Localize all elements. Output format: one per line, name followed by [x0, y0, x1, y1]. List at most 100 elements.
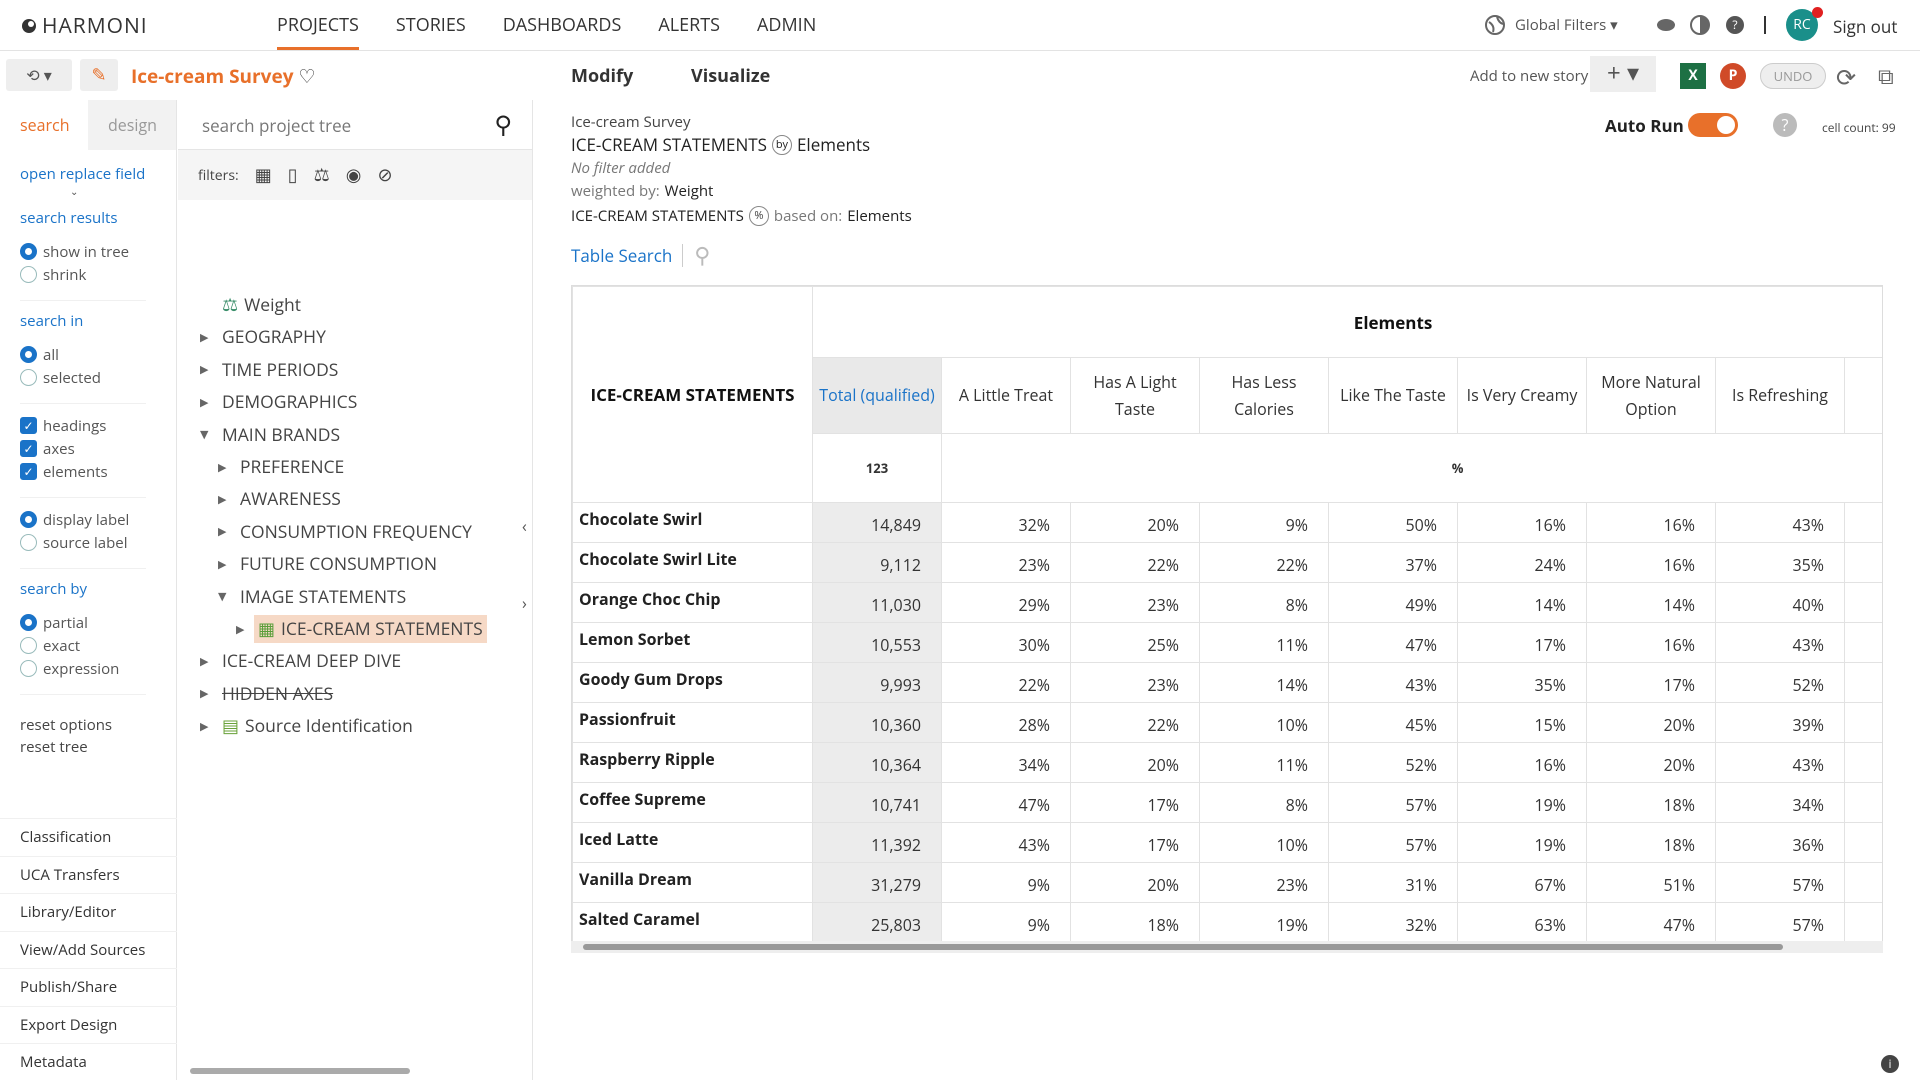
- tree-node[interactable]: ▶ ▦ ICE-CREAM STATEMENTS: [236, 615, 487, 643]
- menu-link[interactable]: View/Add Sources: [0, 930, 177, 969]
- filter-icon[interactable]: ▯: [287, 163, 298, 187]
- node-content: CONSUMPTION FREQUENCY: [236, 518, 476, 546]
- project-name[interactable]: Ice-cream Survey ♡: [131, 63, 316, 89]
- tree-node[interactable]: ▶ DEMOGRAPHICS: [200, 388, 361, 416]
- tree-node[interactable]: ▶ PREFERENCE: [218, 453, 348, 481]
- column-header[interactable]: A Little Treat: [941, 357, 1071, 434]
- tree-node[interactable]: ▶ FUTURE CONSUMPTION: [218, 550, 441, 578]
- filter-icon[interactable]: ⚖: [313, 163, 330, 187]
- panel-tab[interactable]: search: [0, 100, 88, 150]
- tree-node[interactable]: ▶ GEOGRAPHY: [200, 323, 330, 351]
- tree-node[interactable]: ▶ AWARENESS: [218, 485, 345, 513]
- auto-run-toggle[interactable]: [1688, 113, 1738, 137]
- favorite-icon[interactable]: ♡: [298, 63, 316, 89]
- row-label: Goody Gum Drops: [572, 662, 813, 703]
- option[interactable]: all: [20, 343, 146, 366]
- globe-icon[interactable]: [1484, 14, 1506, 36]
- value-cell: 11%: [1199, 742, 1329, 783]
- option[interactable]: show in tree: [20, 240, 146, 263]
- table-search-link[interactable]: Table Search: [571, 243, 684, 267]
- nav-item[interactable]: ALERTS: [658, 13, 721, 37]
- option[interactable]: shrink: [20, 263, 146, 286]
- option[interactable]: ✓ elements: [20, 460, 146, 483]
- option[interactable]: exact: [20, 634, 146, 657]
- nav-item[interactable]: DASHBOARDS: [502, 13, 622, 37]
- tree-search[interactable]: search project tree ⚲: [178, 100, 532, 150]
- menu-link[interactable]: UCA Transfers: [0, 855, 177, 894]
- search-icon[interactable]: ⚲: [494, 108, 512, 141]
- undo-button[interactable]: UNDO: [1760, 63, 1826, 89]
- excel-icon[interactable]: X: [1680, 63, 1706, 89]
- info-icon[interactable]: i: [1881, 1055, 1899, 1073]
- column-header[interactable]: Is Very Creamy: [1457, 357, 1587, 434]
- column-header[interactable]: Has Less Calories: [1199, 357, 1329, 434]
- option[interactable]: selected: [20, 366, 146, 389]
- value-cell: 50%: [1328, 502, 1458, 543]
- option[interactable]: source label: [20, 531, 146, 554]
- tree-node[interactable]: ▶ ▤ Source Identification: [200, 712, 417, 740]
- collapse-arrow[interactable]: ‹: [522, 515, 527, 537]
- node-content: IMAGE STATEMENTS: [236, 583, 410, 611]
- logo-text: HARMONI: [42, 12, 148, 40]
- menu-link[interactable]: Export Design: [0, 1005, 177, 1044]
- nav-item[interactable]: PROJECTS: [277, 0, 359, 50]
- refresh-icon[interactable]: ⟳: [1836, 61, 1857, 94]
- column-header[interactable]: Has A Light Taste: [1070, 357, 1200, 434]
- option[interactable]: display label: [20, 508, 146, 531]
- table-search-icon[interactable]: ⚲: [694, 240, 711, 270]
- nav-item[interactable]: ADMIN: [757, 13, 817, 37]
- tree-node[interactable]: ▶ TIME PERIODS: [200, 356, 342, 384]
- filter-icon[interactable]: ⊘: [377, 163, 393, 187]
- add-button[interactable]: + ▾: [1590, 56, 1656, 92]
- value-cell: 14%: [1199, 662, 1329, 703]
- modify-tab[interactable]: Modify: [571, 64, 634, 88]
- base-total: 123: [812, 433, 942, 503]
- powerpoint-icon[interactable]: P: [1720, 63, 1746, 89]
- option[interactable]: expression: [20, 657, 146, 680]
- option[interactable]: ✓ headings: [20, 414, 146, 437]
- tree-node[interactable]: ▶ ICE-CREAM DEEP DIVE: [200, 647, 405, 675]
- add-to-story[interactable]: Add to new story: [1470, 66, 1589, 86]
- column-header[interactable]: Like The Taste: [1328, 357, 1458, 434]
- replace-toggle[interactable]: open replace field: [20, 164, 146, 184]
- radio: [20, 534, 37, 551]
- help-icon[interactable]: ?: [1773, 113, 1797, 137]
- reset-link[interactable]: reset options: [20, 715, 113, 735]
- tree-node[interactable]: ⚖ Weight: [200, 291, 305, 319]
- node-icon: ▤: [222, 714, 240, 739]
- reset-link[interactable]: reset tree: [20, 737, 88, 757]
- value-cell: 18%: [1586, 822, 1716, 863]
- window-icon[interactable]: ⧉: [1878, 61, 1894, 91]
- column-header[interactable]: Is Refreshing: [1715, 357, 1845, 434]
- option[interactable]: ✓ axes: [20, 437, 146, 460]
- menu-link[interactable]: Publish/Share: [0, 968, 177, 1006]
- menu-link[interactable]: Classification: [0, 818, 177, 856]
- filter-icon[interactable]: ▦: [254, 163, 272, 187]
- expand-arrow[interactable]: ›: [522, 592, 527, 614]
- menu-link[interactable]: Metadata: [0, 1043, 177, 1081]
- edit-button[interactable]: ✎: [80, 59, 118, 91]
- tree-node[interactable]: ▶ HIDDEN AXES: [200, 680, 337, 708]
- value-cell: 8%: [1199, 582, 1329, 623]
- filter-icon[interactable]: ◉: [345, 163, 362, 187]
- column-header[interactable]: Go Wit: [1843, 357, 1882, 434]
- option[interactable]: partial: [20, 611, 146, 634]
- weighting: weighted by: Weight: [571, 181, 713, 201]
- panel-tab[interactable]: design: [88, 100, 176, 150]
- global-filters[interactable]: Global Filters ▾: [1515, 15, 1618, 35]
- column-header[interactable]: More Natural Option: [1586, 357, 1716, 434]
- menu-link[interactable]: Library/Editor: [0, 893, 177, 931]
- column-header[interactable]: Total (qualified): [812, 357, 942, 434]
- history-button[interactable]: ⟲ ▾: [6, 59, 72, 91]
- logo[interactable]: HARMONI: [20, 12, 148, 40]
- value-cell: [1843, 902, 1882, 943]
- nav-item[interactable]: STORIES: [395, 13, 466, 37]
- tree-node[interactable]: ▼ MAIN BRANDS: [200, 421, 344, 449]
- weight-name: Weight: [664, 181, 714, 201]
- expander: ▶: [200, 718, 209, 734]
- value-cell: 17%: [1070, 782, 1200, 823]
- tree-node[interactable]: ▶ CONSUMPTION FREQUENCY: [218, 518, 476, 546]
- tree-node[interactable]: ▼ IMAGE STATEMENTS: [218, 583, 410, 611]
- sign-out[interactable]: Sign out: [1833, 15, 1898, 38]
- visualize-tab[interactable]: Visualize: [691, 64, 771, 88]
